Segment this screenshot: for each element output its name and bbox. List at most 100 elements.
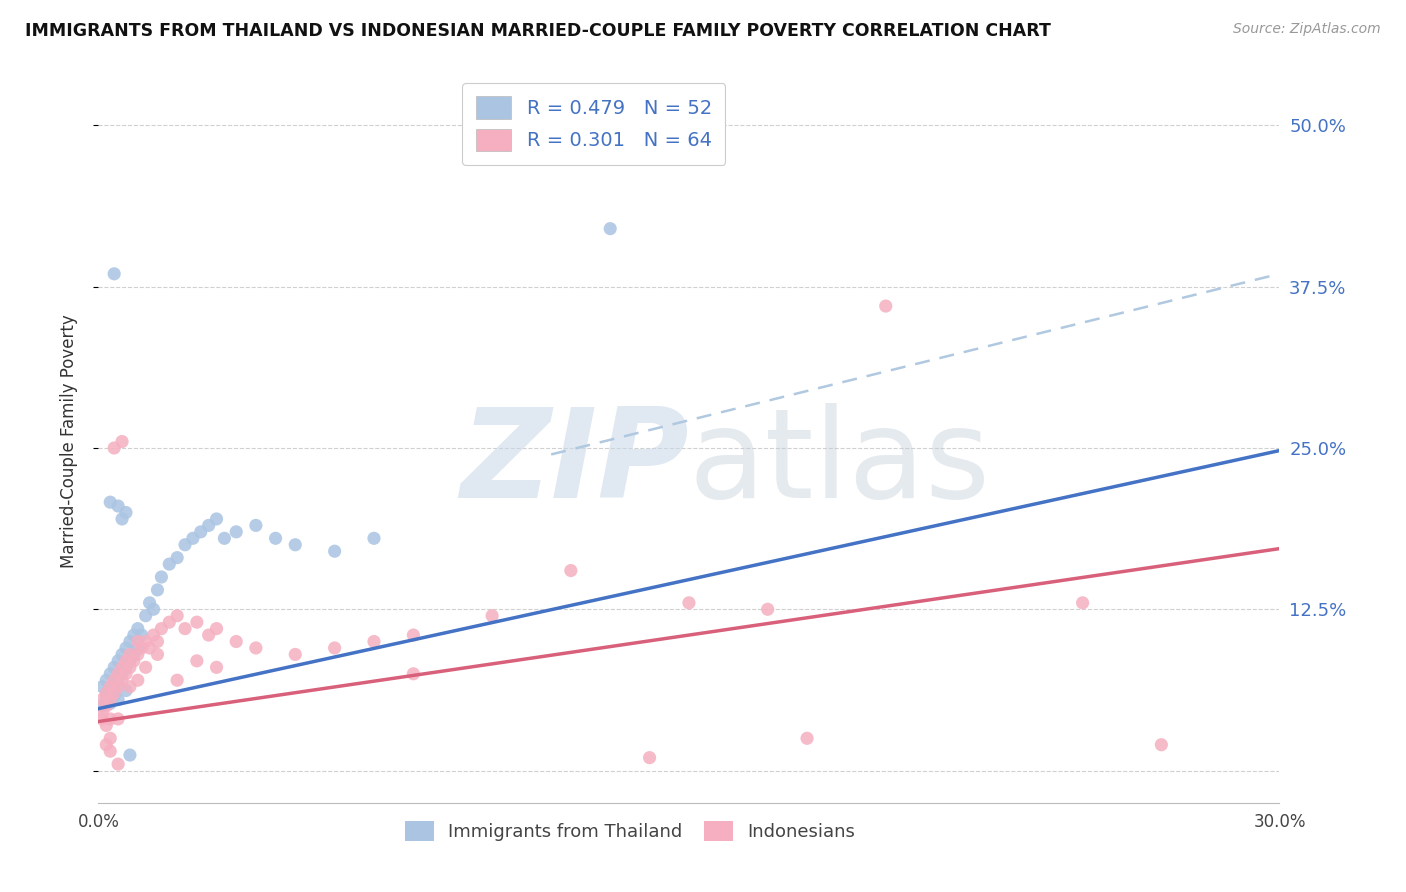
Point (96, 686, 118, 700)
Point (107, 666, 129, 681)
Point (135, 660, 157, 674)
Point (157, 557, 180, 571)
Point (122, 628, 145, 642)
Point (142, 602, 165, 616)
Point (166, 673, 188, 688)
Point (796, 731, 818, 746)
Point (98, 712, 121, 726)
Point (146, 634, 169, 648)
Point (107, 654, 129, 668)
Point (127, 622, 149, 636)
Point (323, 640, 346, 655)
Point (197, 518, 219, 533)
Point (197, 628, 219, 642)
Point (638, 750, 661, 764)
Point (284, 648, 307, 662)
Point (91, 692, 114, 706)
Point (481, 608, 503, 623)
Point (98, 495, 121, 509)
Point (150, 570, 173, 584)
Point (402, 628, 425, 642)
Point (98, 697, 121, 711)
Text: Source: ZipAtlas.com: Source: ZipAtlas.com (1233, 22, 1381, 37)
Point (245, 640, 267, 655)
Point (174, 622, 197, 636)
Point (115, 640, 138, 655)
Point (118, 654, 141, 668)
Point (150, 622, 173, 636)
Point (756, 602, 779, 616)
Point (107, 673, 129, 688)
Text: IMMIGRANTS FROM THAILAND VS INDONESIAN MARRIED-COUPLE FAMILY POVERTY CORRELATION: IMMIGRANTS FROM THAILAND VS INDONESIAN M… (25, 22, 1052, 40)
Point (174, 538, 197, 552)
Point (131, 628, 153, 642)
Point (135, 608, 157, 623)
Point (875, 299, 897, 313)
Point (96, 699, 118, 714)
Point (225, 524, 247, 539)
Point (98, 666, 121, 681)
Point (214, 531, 236, 545)
Point (225, 634, 247, 648)
Point (205, 512, 228, 526)
Point (127, 640, 149, 655)
Point (118, 648, 141, 662)
Text: ZIP: ZIP (460, 402, 689, 524)
Point (166, 608, 188, 623)
Point (363, 531, 385, 545)
Point (138, 640, 160, 655)
Point (111, 666, 134, 681)
Point (115, 506, 138, 520)
Point (107, 757, 129, 772)
Point (157, 615, 180, 630)
Point (98, 680, 121, 694)
Point (98, 731, 121, 746)
Point (245, 518, 267, 533)
Point (678, 596, 700, 610)
Point (103, 673, 125, 688)
Point (122, 654, 145, 668)
Point (111, 648, 134, 662)
Point (190, 524, 212, 539)
Point (98, 692, 121, 706)
Point (107, 680, 129, 694)
Point (138, 596, 160, 610)
Point (142, 628, 165, 642)
Point (599, 221, 621, 235)
Point (111, 512, 134, 526)
Point (91, 680, 114, 694)
Point (205, 660, 228, 674)
Legend: Immigrants from Thailand, Indonesians: Immigrants from Thailand, Indonesians (398, 814, 862, 848)
Point (115, 683, 138, 698)
Point (98, 686, 121, 700)
Point (118, 747, 141, 762)
Point (1071, 596, 1094, 610)
Point (186, 615, 208, 630)
Point (131, 640, 153, 655)
Point (103, 689, 125, 703)
Point (181, 531, 204, 545)
Text: atlas: atlas (689, 402, 991, 524)
Point (91, 712, 114, 726)
Point (96, 692, 118, 706)
Point (186, 654, 208, 668)
Y-axis label: Married-Couple Family Poverty: Married-Couple Family Poverty (59, 315, 77, 568)
Point (96, 686, 118, 700)
Point (166, 550, 188, 565)
Point (135, 634, 157, 648)
Point (118, 680, 141, 694)
Point (96, 718, 118, 732)
Point (323, 544, 346, 558)
Point (264, 531, 287, 545)
Point (107, 499, 129, 513)
Point (118, 660, 141, 674)
Point (146, 582, 169, 597)
Point (122, 648, 145, 662)
Point (205, 622, 228, 636)
Point (103, 680, 125, 694)
Point (127, 634, 149, 648)
Point (96, 738, 118, 752)
Point (363, 634, 385, 648)
Point (103, 686, 125, 700)
Point (91, 706, 114, 720)
